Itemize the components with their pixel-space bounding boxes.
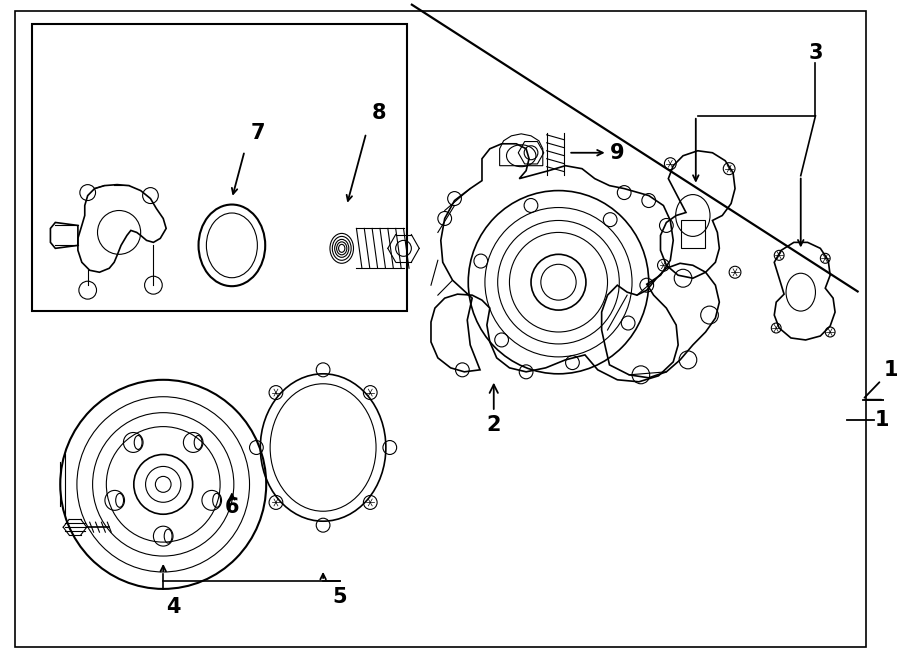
Text: 9: 9 <box>610 143 625 163</box>
Text: 2: 2 <box>487 385 501 435</box>
Text: 4: 4 <box>166 597 180 617</box>
Text: 1: 1 <box>865 360 898 398</box>
Text: 7: 7 <box>251 123 266 143</box>
Text: 1: 1 <box>875 410 889 430</box>
Text: 6: 6 <box>225 497 239 517</box>
Text: 8: 8 <box>372 103 386 123</box>
Text: 5: 5 <box>332 587 347 607</box>
Text: 3: 3 <box>808 43 823 63</box>
Bar <box>681 220 705 248</box>
Bar <box>32 24 408 311</box>
